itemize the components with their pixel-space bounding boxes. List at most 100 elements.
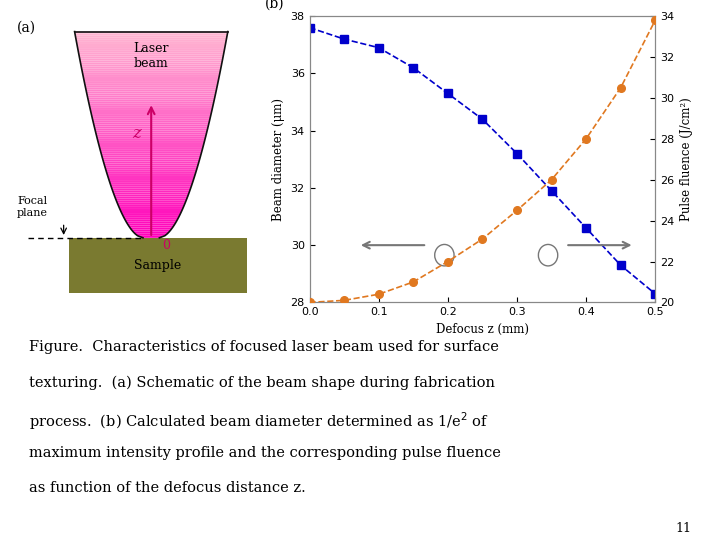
Polygon shape	[101, 153, 202, 156]
Polygon shape	[98, 141, 204, 143]
Text: as function of the defocus distance z.: as function of the defocus distance z.	[29, 481, 305, 495]
Polygon shape	[100, 149, 202, 151]
Polygon shape	[106, 170, 197, 172]
Polygon shape	[115, 199, 187, 201]
Polygon shape	[109, 180, 194, 182]
Polygon shape	[117, 201, 186, 202]
Polygon shape	[94, 123, 209, 124]
Polygon shape	[114, 194, 189, 197]
Polygon shape	[75, 31, 228, 33]
Polygon shape	[110, 184, 192, 186]
Polygon shape	[76, 36, 227, 38]
Text: texturing.  (a) Schematic of the beam shape during fabrication: texturing. (a) Schematic of the beam sha…	[29, 375, 495, 390]
Polygon shape	[104, 164, 199, 166]
Polygon shape	[102, 156, 201, 157]
Polygon shape	[96, 137, 206, 139]
Polygon shape	[87, 96, 215, 98]
Polygon shape	[104, 166, 198, 168]
Polygon shape	[125, 219, 178, 221]
Polygon shape	[77, 46, 225, 48]
Polygon shape	[119, 207, 184, 209]
Polygon shape	[113, 192, 189, 194]
Polygon shape	[101, 151, 202, 153]
Text: 0: 0	[162, 239, 170, 252]
Text: Sample: Sample	[135, 259, 181, 272]
Polygon shape	[78, 52, 224, 55]
Polygon shape	[87, 93, 215, 96]
Polygon shape	[95, 131, 207, 133]
Polygon shape	[79, 56, 223, 58]
Polygon shape	[89, 104, 213, 106]
Polygon shape	[109, 182, 193, 184]
Polygon shape	[78, 55, 224, 56]
Polygon shape	[128, 225, 174, 227]
Polygon shape	[75, 33, 228, 36]
Text: z: z	[132, 125, 140, 141]
Polygon shape	[80, 60, 222, 63]
Polygon shape	[138, 236, 165, 238]
Text: Figure.  Characteristics of focused laser beam used for surface: Figure. Characteristics of focused laser…	[29, 340, 499, 354]
Y-axis label: Beam diameter (μm): Beam diameter (μm)	[272, 98, 285, 221]
Polygon shape	[88, 100, 215, 102]
Text: (a): (a)	[17, 21, 36, 35]
Polygon shape	[135, 234, 167, 236]
Polygon shape	[78, 48, 225, 50]
Polygon shape	[122, 215, 180, 217]
Polygon shape	[77, 44, 225, 46]
Text: maximum intensity profile and the corresponding pulse fluence: maximum intensity profile and the corres…	[29, 446, 500, 460]
Polygon shape	[81, 63, 222, 65]
Text: process.  (b) Calculated beam diameter determined as 1/e$^2$ of: process. (b) Calculated beam diameter de…	[29, 410, 489, 432]
Polygon shape	[93, 120, 210, 123]
Polygon shape	[78, 50, 225, 52]
Polygon shape	[86, 87, 217, 89]
Text: Focal
plane: Focal plane	[17, 196, 48, 218]
Polygon shape	[112, 188, 191, 191]
Polygon shape	[112, 191, 190, 192]
Polygon shape	[124, 217, 179, 219]
Polygon shape	[86, 89, 217, 91]
Polygon shape	[76, 42, 226, 44]
Polygon shape	[103, 159, 199, 161]
Polygon shape	[104, 161, 199, 164]
Polygon shape	[84, 79, 219, 81]
Polygon shape	[81, 66, 221, 69]
Polygon shape	[91, 112, 212, 114]
Polygon shape	[81, 69, 221, 71]
Polygon shape	[96, 133, 207, 134]
Polygon shape	[130, 227, 173, 230]
Polygon shape	[131, 230, 171, 232]
Polygon shape	[96, 134, 206, 137]
Polygon shape	[107, 174, 195, 176]
Polygon shape	[121, 211, 181, 213]
Polygon shape	[117, 202, 185, 205]
Polygon shape	[76, 40, 226, 42]
Polygon shape	[85, 85, 217, 87]
Polygon shape	[81, 65, 222, 66]
Polygon shape	[99, 143, 204, 145]
Polygon shape	[84, 81, 218, 83]
Polygon shape	[80, 58, 222, 60]
Polygon shape	[108, 176, 194, 178]
Polygon shape	[91, 110, 212, 112]
Text: Laser
beam: Laser beam	[133, 42, 169, 70]
Polygon shape	[122, 213, 181, 215]
Polygon shape	[76, 38, 227, 40]
Polygon shape	[94, 126, 208, 129]
Polygon shape	[127, 224, 175, 225]
Polygon shape	[99, 145, 204, 147]
Polygon shape	[99, 147, 203, 149]
Polygon shape	[83, 73, 220, 75]
Polygon shape	[118, 205, 184, 207]
Polygon shape	[90, 108, 212, 110]
Polygon shape	[88, 98, 215, 100]
Polygon shape	[85, 83, 217, 85]
Polygon shape	[84, 77, 219, 79]
Polygon shape	[89, 102, 214, 104]
Polygon shape	[126, 221, 176, 224]
Polygon shape	[105, 168, 197, 170]
Polygon shape	[111, 186, 192, 188]
Polygon shape	[109, 178, 194, 180]
Polygon shape	[133, 232, 169, 234]
Polygon shape	[102, 157, 200, 159]
Text: (b): (b)	[265, 0, 284, 10]
